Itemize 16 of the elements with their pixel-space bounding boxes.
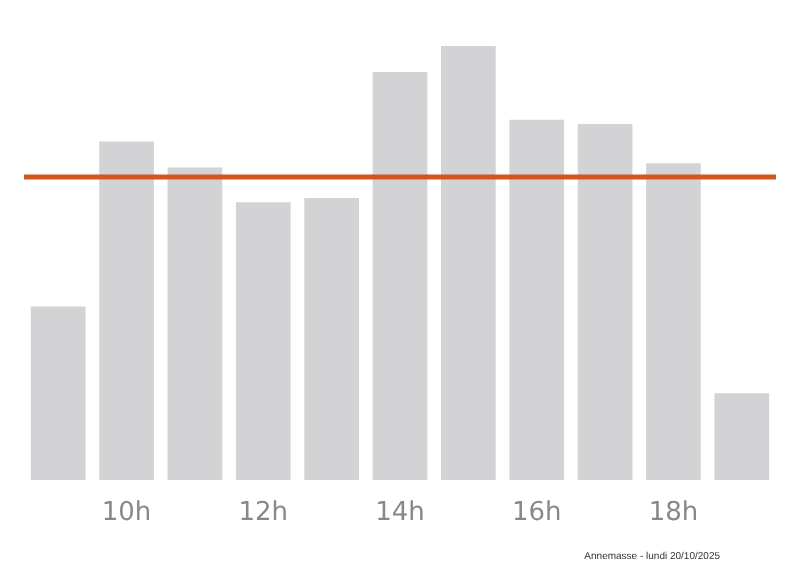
bar <box>99 141 154 480</box>
bar <box>304 197 359 480</box>
bar <box>577 124 633 480</box>
bar <box>30 306 86 480</box>
bar <box>714 393 770 480</box>
bar <box>509 119 565 480</box>
x-tick-label: 14h <box>375 498 425 528</box>
bar <box>441 46 496 480</box>
x-tick-label: 16h <box>511 498 562 528</box>
x-tick-label: 12h <box>238 498 289 528</box>
bar <box>167 167 223 480</box>
bar <box>646 163 701 480</box>
bar <box>235 202 291 480</box>
x-tick-label: 10h <box>101 498 152 528</box>
x-tick-label: 18h <box>648 498 699 528</box>
bar <box>372 72 428 480</box>
